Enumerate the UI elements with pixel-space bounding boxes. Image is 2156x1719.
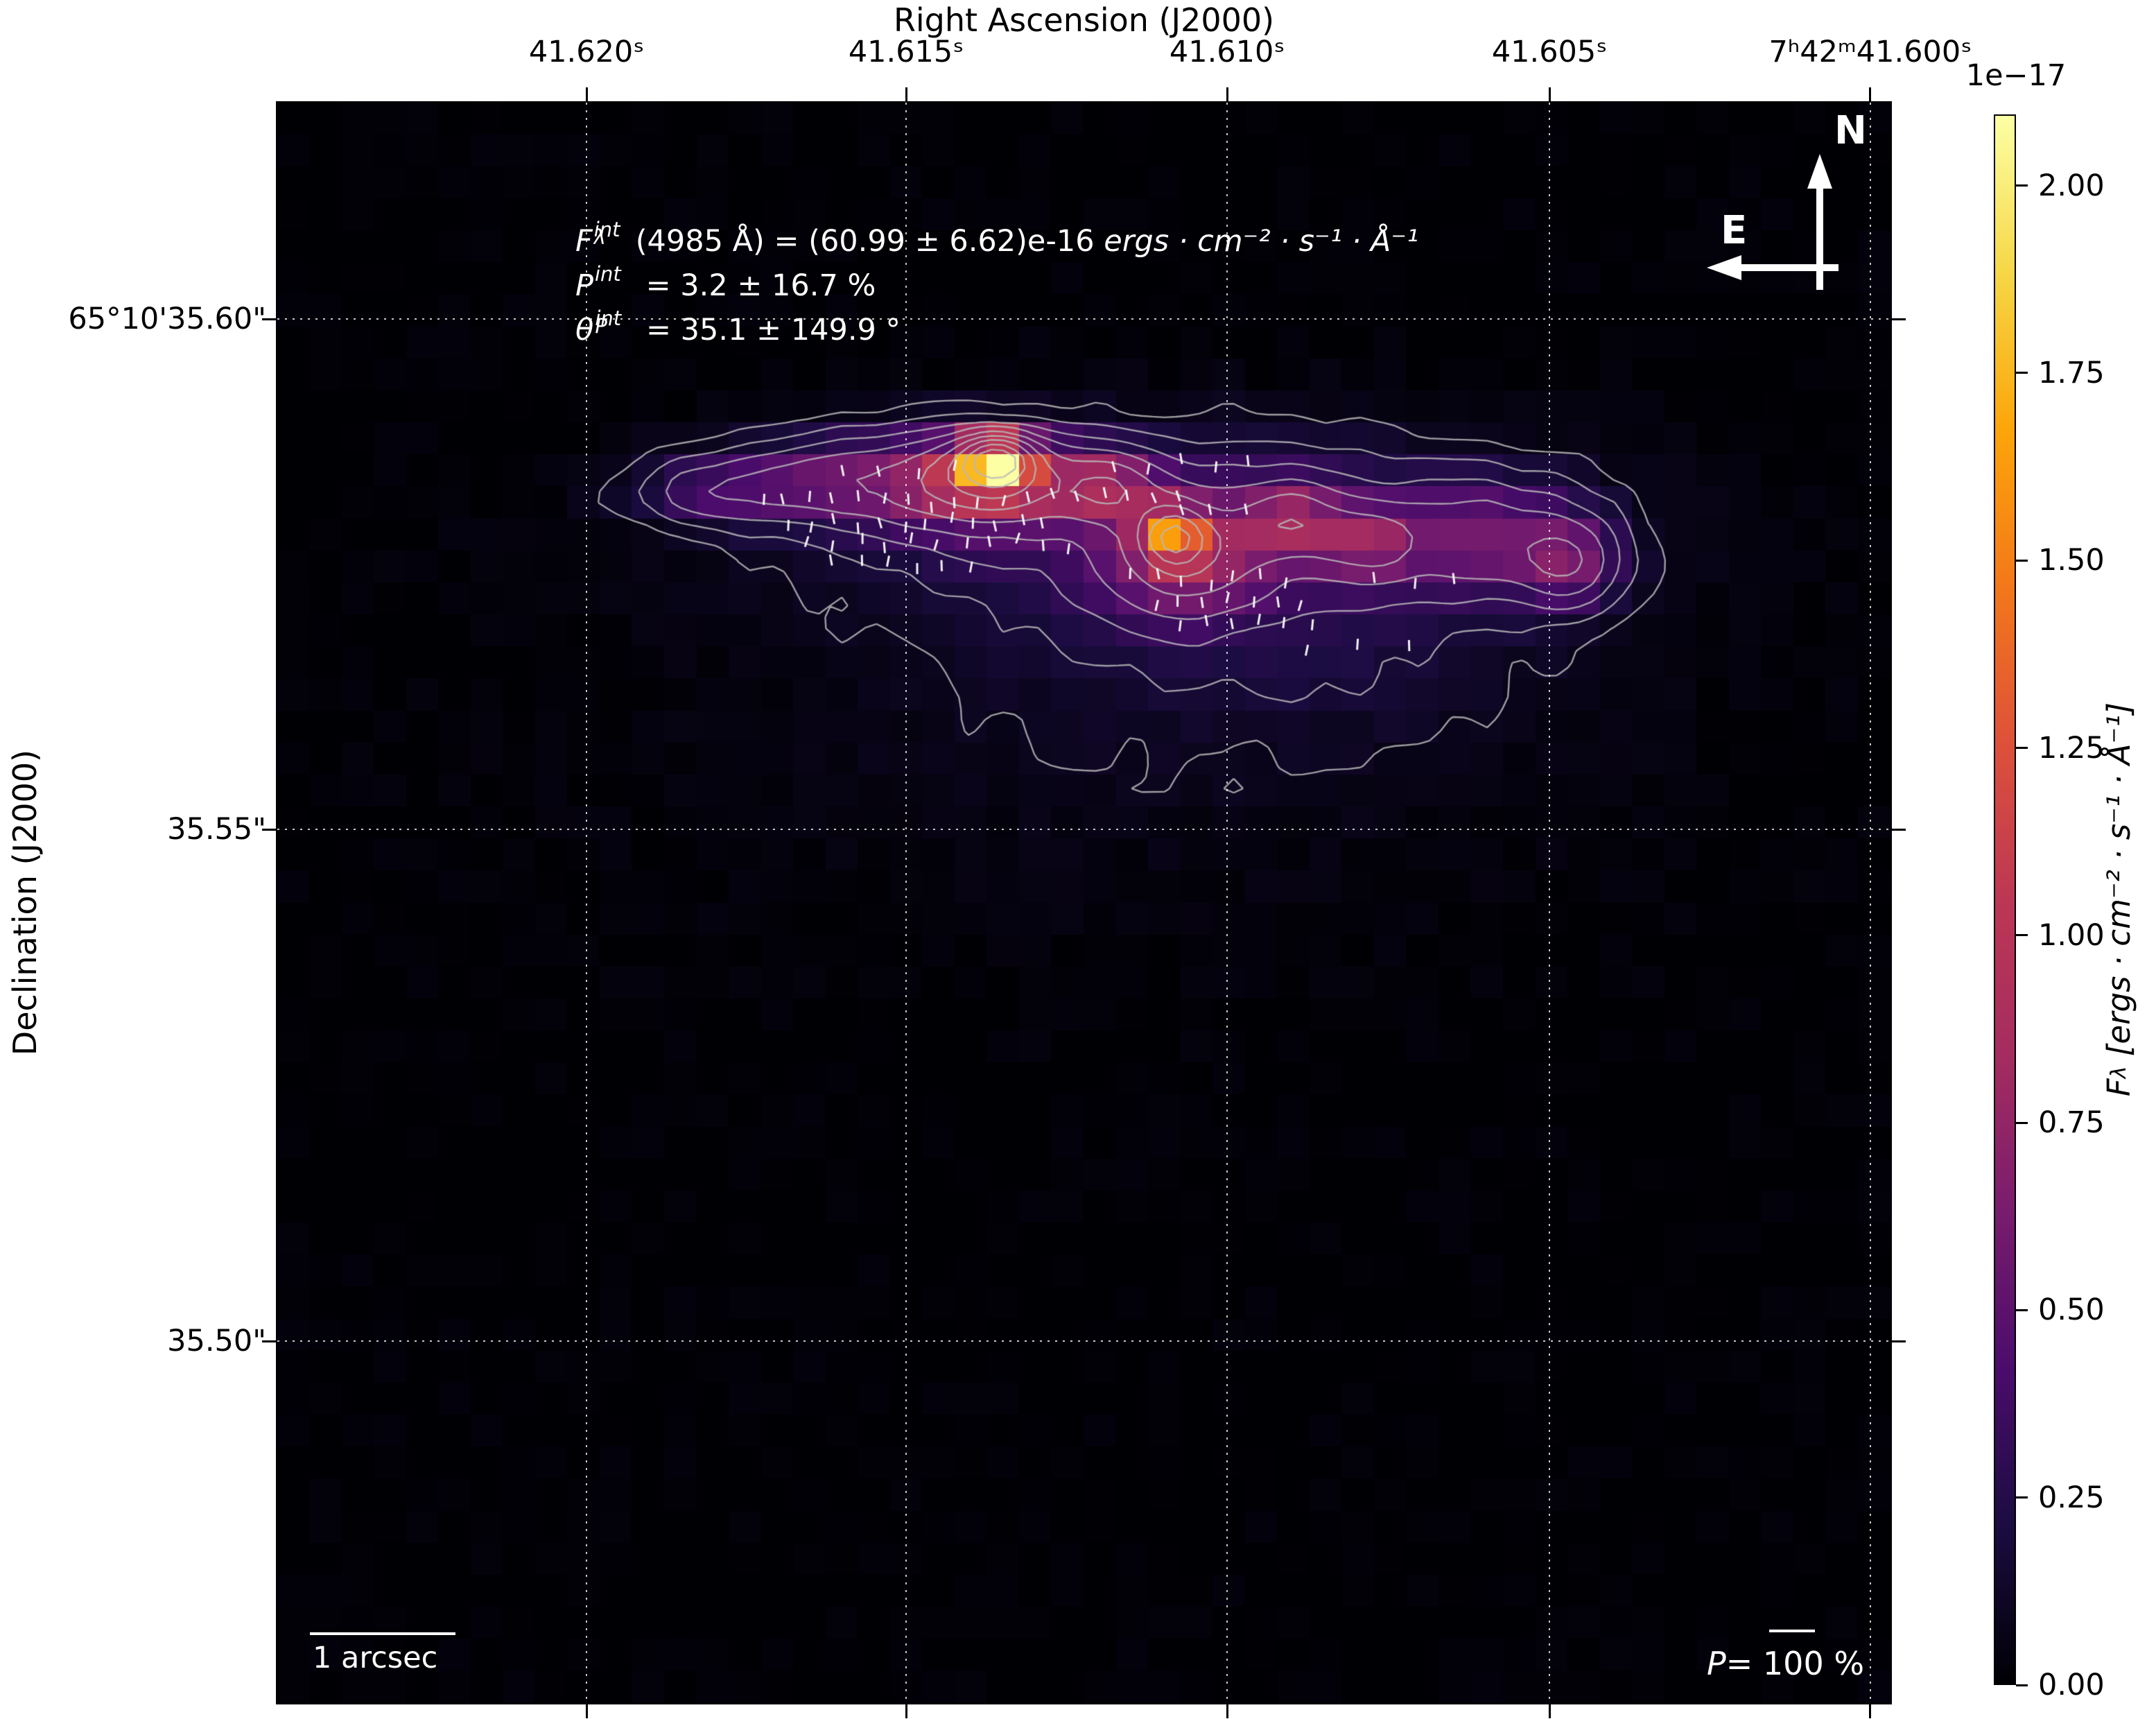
colorbar-title-wrap: Fλ [ergs · cm⁻² · s⁻¹ · Å⁻¹] bbox=[2094, 114, 2144, 1685]
ra-tick-top bbox=[1226, 87, 1228, 103]
colorbar-tick bbox=[2016, 372, 2028, 374]
scalebar-label: 1 arcsec bbox=[313, 1641, 438, 1675]
annotation-angle-line: θ int P = 35.1 ± 149.9 ° bbox=[575, 306, 1418, 352]
colorbar-tick-label: 0.25 bbox=[2038, 1480, 2105, 1515]
ra-tick-label: 41.615ˢ bbox=[848, 35, 964, 69]
x-axis-title: Right Ascension (J2000) bbox=[893, 1, 1275, 39]
ra-gridline bbox=[586, 103, 588, 1703]
polarization-legend-bar bbox=[1769, 1630, 1815, 1632]
east-arrow-icon bbox=[1707, 255, 1741, 280]
colorbar-tick bbox=[2016, 934, 2028, 937]
flux-sup: int bbox=[593, 218, 620, 241]
colorbar-tick-label: 1.50 bbox=[2038, 543, 2105, 578]
angle-sup: int bbox=[595, 306, 622, 330]
colorbar-offset-label: 1e−17 bbox=[1965, 58, 2067, 93]
colorbar-tick-label: 1.75 bbox=[2038, 355, 2105, 390]
polarization-legend-prefix: P= bbox=[1707, 1645, 1763, 1682]
ra-tick-label: 41.610ˢ bbox=[1169, 35, 1285, 69]
polarization-sup: int bbox=[594, 262, 621, 286]
ra-gridline bbox=[1226, 103, 1228, 1703]
dec-tick-right bbox=[1890, 318, 1906, 320]
compass-east-label: E bbox=[1721, 208, 1748, 253]
dec-tick-right bbox=[1890, 1340, 1906, 1342]
colorbar-tick bbox=[2016, 1496, 2028, 1499]
ra-tick-label: 7ʰ42ᵐ41.600ˢ bbox=[1768, 35, 1972, 69]
colorbar-tick bbox=[2016, 747, 2028, 750]
ra-tick-bottom bbox=[1226, 1703, 1228, 1718]
colorbar-tick-label: 1.25 bbox=[2038, 730, 2105, 766]
flux-value: (4985 Å) = (60.99 ± 6.62)e-16 bbox=[635, 224, 1104, 259]
dec-tick-left bbox=[262, 828, 277, 831]
polarization-legend-value: 100 bbox=[1762, 1645, 1824, 1682]
colorbar bbox=[1994, 114, 2016, 1685]
north-arrow-icon bbox=[1807, 154, 1832, 189]
polarization-legend-unit: % bbox=[1823, 1645, 1865, 1682]
y-axis-title-wrap: Declination (J2000) bbox=[0, 103, 50, 1703]
scalebar-line bbox=[310, 1632, 455, 1635]
dec-tick-label: 35.50" bbox=[167, 1324, 266, 1359]
y-axis-title: Declination (J2000) bbox=[6, 750, 44, 1056]
polarization-legend: P= 100 % bbox=[1707, 1645, 1864, 1682]
ra-tick-bottom bbox=[1869, 1703, 1872, 1718]
dec-gridline bbox=[277, 1340, 1890, 1342]
polarization-supsub: int bbox=[593, 262, 636, 295]
colorbar-tick-label: 0.00 bbox=[2038, 1668, 2105, 1702]
colorbar-title: Fλ [ergs · cm⁻² · s⁻¹ · Å⁻¹] bbox=[2101, 702, 2137, 1096]
dec-tick-label: 65°10'35.60" bbox=[68, 302, 266, 337]
ra-tick-top bbox=[905, 87, 907, 103]
colorbar-title-units: [ergs · cm⁻² · s⁻¹ · Å⁻¹] bbox=[2100, 702, 2137, 1066]
colorbar-tick bbox=[2016, 1308, 2028, 1311]
ra-tick-top bbox=[585, 87, 588, 103]
colorbar-tick bbox=[2016, 184, 2028, 187]
ra-gridline bbox=[905, 103, 907, 1703]
compass-icon bbox=[1707, 154, 1838, 290]
flux-symbol: F bbox=[575, 224, 593, 259]
colorbar-tick-label: 0.75 bbox=[2038, 1105, 2105, 1141]
ra-gridline bbox=[1549, 103, 1551, 1703]
dec-tick-right bbox=[1890, 828, 1906, 831]
colorbar-tick bbox=[2016, 559, 2028, 562]
flux-sub: λ bbox=[593, 225, 606, 249]
dec-tick-left bbox=[262, 1340, 277, 1342]
ra-tick-bottom bbox=[905, 1703, 907, 1718]
angle-supsub: int P bbox=[593, 306, 636, 340]
colorbar-tick-label: 2.00 bbox=[2038, 168, 2105, 203]
colorbar-title-sub: λ bbox=[2106, 1066, 2131, 1079]
ra-tick-label: 41.605ˢ bbox=[1491, 35, 1608, 69]
colorbar-tick bbox=[2016, 1684, 2028, 1686]
ra-tick-label: 41.620ˢ bbox=[528, 35, 645, 69]
angle-sub: P bbox=[595, 314, 607, 338]
dec-tick-label: 35.55" bbox=[167, 812, 266, 847]
ra-tick-top bbox=[1548, 87, 1551, 103]
flux-supsub: int λ bbox=[593, 218, 636, 251]
colorbar-tick-label: 1.00 bbox=[2038, 917, 2105, 953]
ra-tick-bottom bbox=[1548, 1703, 1551, 1718]
dec-tick-left bbox=[262, 318, 277, 320]
colorbar-tick bbox=[2016, 1121, 2028, 1124]
polarization-value: = 3.2 ± 16.7 % bbox=[636, 268, 876, 303]
dec-gridline bbox=[277, 318, 1890, 320]
polarization-symbol: P bbox=[575, 268, 593, 303]
ra-tick-top bbox=[1869, 87, 1872, 103]
compass-north-label: N bbox=[1834, 108, 1867, 153]
dec-gridline bbox=[277, 829, 1890, 831]
ra-tick-bottom bbox=[585, 1703, 588, 1718]
ra-gridline bbox=[1869, 103, 1871, 1703]
colorbar-title-symbol: F bbox=[2100, 1078, 2137, 1097]
flux-map-canvas bbox=[277, 103, 1890, 1703]
colorbar-tick-label: 0.50 bbox=[2038, 1293, 2105, 1328]
flux-units: ergs · cm⁻² · s⁻¹ · Å⁻¹ bbox=[1104, 224, 1419, 259]
